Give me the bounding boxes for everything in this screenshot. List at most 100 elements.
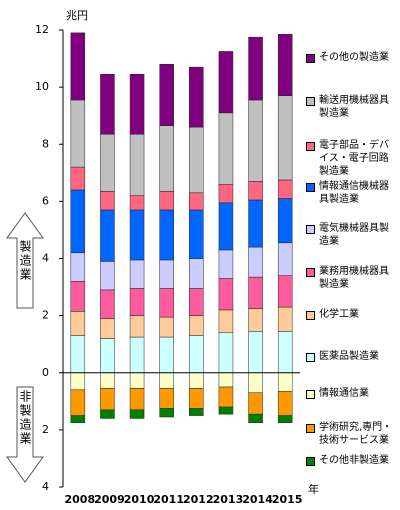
legend-label: 医薬品製造業 (319, 351, 379, 362)
bar-segment (70, 99, 86, 168)
bar-segment (70, 252, 86, 282)
y-tick-label: 4 (42, 252, 49, 265)
bar-segment (218, 278, 234, 311)
bar-segment (70, 166, 86, 191)
bar-segment (218, 332, 234, 374)
bar-segment (129, 315, 145, 338)
bar-segment (248, 372, 263, 393)
legend-label: 情報通信業 (319, 388, 369, 399)
bar-segment (129, 259, 145, 289)
bar-segment (100, 409, 115, 419)
bar-segment (189, 335, 204, 373)
bar-segment (159, 316, 174, 338)
bar-segment (70, 311, 86, 336)
x-axis-label: 年 (308, 482, 319, 496)
bar-segment (129, 195, 145, 211)
bar-segment (248, 331, 263, 374)
bar-segment (159, 64, 174, 126)
legend-label: 情報通信機械器具製造業 (319, 181, 389, 205)
bar-segment (189, 126, 204, 194)
legend-label: その他非製造業 (319, 455, 389, 466)
x-tick-label: 2012 (183, 493, 214, 506)
legend-swatch (306, 311, 315, 320)
bar-segment (218, 309, 234, 334)
y-tick-label: 2 (42, 309, 49, 322)
x-tick-label: 2009 (94, 493, 125, 506)
bar-segment (100, 209, 115, 262)
y-tick-label: 6 (42, 194, 49, 207)
y-tick-label: 4 (42, 480, 49, 493)
bar-segment (248, 199, 263, 248)
bar-segment (159, 209, 174, 261)
x-tick-label: 2014 (242, 493, 273, 506)
legend-item: 業務用機械器具製造業 (306, 265, 398, 291)
legend-swatch (306, 424, 315, 433)
legend-item: その他非製造業 (306, 454, 398, 467)
bar-segment (159, 408, 174, 418)
legend-label: 学術研究,専門・技術サービス業 (319, 422, 393, 446)
bar-segment (100, 318, 115, 339)
bar-segment (248, 246, 263, 278)
bar-segment (100, 338, 115, 374)
bar-segment (189, 66, 204, 128)
bar-segment (248, 36, 263, 101)
y-tick-label: 12 (35, 23, 49, 36)
legend-label: 輸送用機械器具製造業 (319, 95, 389, 119)
bar-segment (189, 288, 204, 316)
y-tick-label: 8 (42, 137, 49, 150)
bar-segment (218, 51, 234, 114)
bar-segment (159, 336, 174, 373)
bar-segment (159, 388, 174, 409)
legend-swatch (306, 142, 315, 151)
bar-segment (248, 99, 263, 182)
legend-swatch (306, 97, 315, 106)
bar-segment (277, 275, 293, 308)
bar-segment (277, 34, 293, 96)
legend-item: 医薬品製造業 (306, 350, 398, 363)
bar-segment (248, 413, 263, 423)
bar-segment (218, 202, 234, 251)
bar-segment (277, 372, 293, 392)
bar-segment (129, 209, 145, 261)
bar-segment (129, 336, 145, 373)
bar-segment (129, 134, 145, 196)
legend-swatch (306, 353, 315, 362)
legend-item: 情報通信業 (306, 387, 398, 400)
bar-segment (248, 276, 263, 309)
bar-segment (189, 258, 204, 289)
bar-segment (277, 415, 293, 423)
x-tick-label: 2008 (65, 493, 96, 506)
bar-segment (277, 391, 293, 416)
bar-segment (70, 335, 86, 373)
y-tick-label: 2 (42, 423, 49, 436)
bar-segment (218, 112, 234, 185)
bar-segment (100, 388, 115, 411)
bar-segment (159, 191, 174, 211)
bar-segment (70, 389, 86, 416)
bar-segment (189, 192, 204, 211)
bar-segment (218, 386, 234, 408)
legend-item: 学術研究,専門・技術サービス業 (306, 421, 398, 447)
legend-swatch (306, 268, 315, 277)
bar-segment (277, 198, 293, 244)
bar-segment (248, 308, 263, 332)
bar-segment (218, 249, 234, 279)
bar-segment (277, 306, 293, 332)
legend-item: 情報通信機械器具製造業 (306, 180, 398, 206)
bar-segment (189, 315, 204, 336)
bar-segment (218, 372, 234, 388)
bar-segment (248, 181, 263, 201)
bar-segment (218, 406, 234, 415)
bar-segment (159, 125, 174, 192)
bar-segment (248, 392, 263, 415)
bar-segment (129, 372, 145, 389)
legend-swatch (306, 183, 315, 192)
bar-segment (100, 372, 115, 389)
legend-label: 電気機械器具製造業 (319, 223, 389, 247)
bar-segment (70, 189, 86, 254)
bar-segment (277, 95, 293, 181)
legend-item: その他の製造業 (306, 51, 398, 64)
legend-item: 電気機械器具製造業 (306, 222, 398, 248)
legend-swatch (306, 225, 315, 234)
